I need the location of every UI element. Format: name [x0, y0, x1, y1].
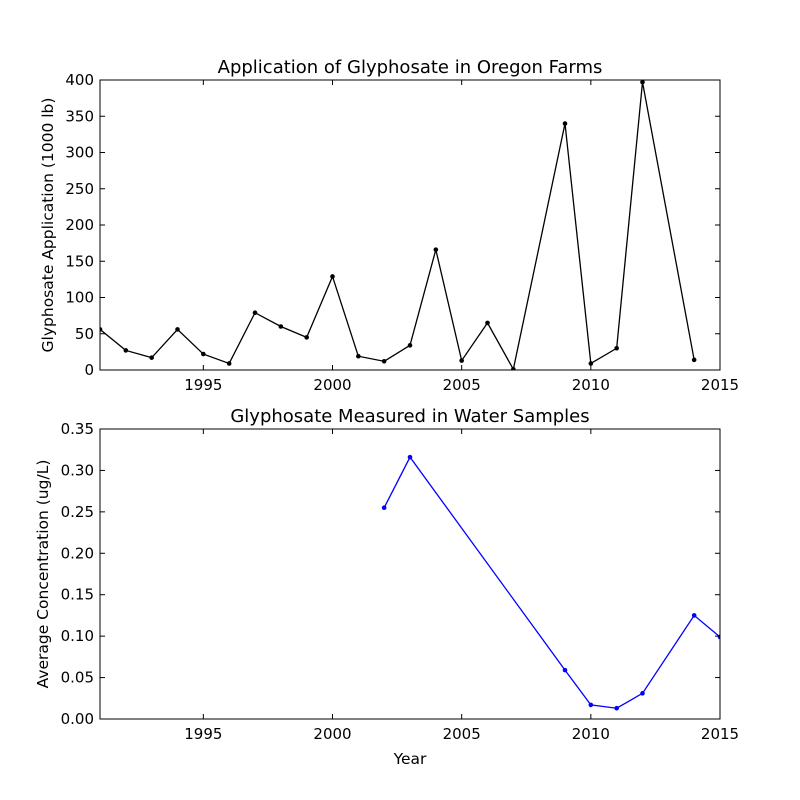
y-tick-label: 150 — [65, 252, 94, 270]
plot-area: 1995 2000 2005 2010 2015 0.00 0.05 0.10 0.15 0.20… — [61, 420, 740, 743]
x-tick-label: 2005 — [443, 376, 481, 394]
data-point — [562, 121, 568, 126]
y-tick-label: 0 — [84, 361, 94, 379]
data-point — [175, 327, 180, 332]
y-tick-label: 0.15 — [61, 586, 94, 604]
x-tick-label: 1995 — [184, 725, 222, 743]
x-tick-label: 2015 — [701, 376, 739, 394]
y-tick-label: 50 — [75, 325, 94, 343]
y-tick-label: 0.00 — [61, 710, 94, 728]
data-layer — [100, 80, 697, 370]
bottom-chart-water-samples: Glyphosate Measured in Water Samples Ave… — [34, 406, 739, 768]
series-line — [383, 455, 720, 709]
data-point — [149, 355, 154, 360]
data-point — [226, 361, 232, 366]
x-tick-label: 2010 — [572, 725, 610, 743]
data-point — [640, 691, 645, 696]
y-tick-label: 0.25 — [61, 503, 94, 521]
y-tick-label: 0.05 — [61, 669, 94, 687]
data-point — [278, 324, 284, 329]
x-tick-label: 2000 — [313, 376, 351, 394]
data-point — [123, 348, 129, 353]
top-chart-application: Application of Glyphosate in Oregon Farm… — [39, 57, 739, 394]
x-axis-label: Year — [393, 750, 427, 768]
y-tick-label: 0.30 — [61, 461, 94, 479]
series-line — [100, 82, 695, 370]
plot-area: 1995 2000 2005 2010 2015 0 50 100 150 200 250 300 35… — [65, 71, 739, 394]
chart-title: Glyphosate Measured in Water Samples — [230, 406, 589, 427]
y-tick-label: 350 — [65, 107, 94, 125]
data-point — [433, 247, 439, 252]
y-tick-label: 250 — [65, 180, 94, 198]
data-point — [381, 505, 387, 511]
data-point — [100, 327, 103, 332]
data-point — [511, 366, 516, 370]
plot-frame — [99, 428, 721, 720]
x-tick-label: 2005 — [443, 725, 481, 743]
y-axis-label: Glyphosate Application (1000 lb) — [39, 98, 57, 353]
data-point — [562, 667, 568, 673]
data-point — [330, 274, 335, 279]
x-tick-label: 2000 — [313, 725, 351, 743]
y-tick-label: 200 — [65, 216, 94, 234]
data-point — [459, 358, 464, 363]
data-point — [356, 353, 361, 359]
x-tick-label: 2015 — [701, 725, 739, 743]
data-point — [407, 454, 413, 460]
data-point — [691, 613, 697, 618]
y-tick-label: 0.20 — [61, 544, 94, 562]
x-tick-label: 1995 — [184, 376, 222, 394]
data-point — [252, 310, 258, 316]
x-tick-label: 2010 — [572, 376, 610, 394]
y-tick-label: 0.10 — [61, 627, 94, 645]
data-point — [614, 345, 619, 351]
data-point — [304, 335, 309, 340]
y-tick-label: 0.35 — [61, 420, 94, 438]
data-point — [485, 320, 490, 326]
data-point — [201, 351, 206, 357]
data-point — [588, 702, 594, 708]
y-tick-label: 100 — [65, 289, 94, 307]
data-point — [614, 705, 619, 711]
y-tick-label: 400 — [65, 71, 94, 89]
data-point — [640, 80, 645, 85]
chart-title: Application of Glyphosate in Oregon Farm… — [218, 57, 603, 78]
data-point — [407, 343, 413, 348]
data-layer — [381, 454, 720, 711]
data-point — [691, 357, 697, 363]
plot-frame — [99, 79, 721, 371]
y-tick-label: 300 — [65, 144, 94, 162]
data-point — [381, 359, 387, 364]
y-axis-label: Average Concentration (ug/L) — [34, 460, 52, 689]
data-point — [588, 361, 594, 366]
